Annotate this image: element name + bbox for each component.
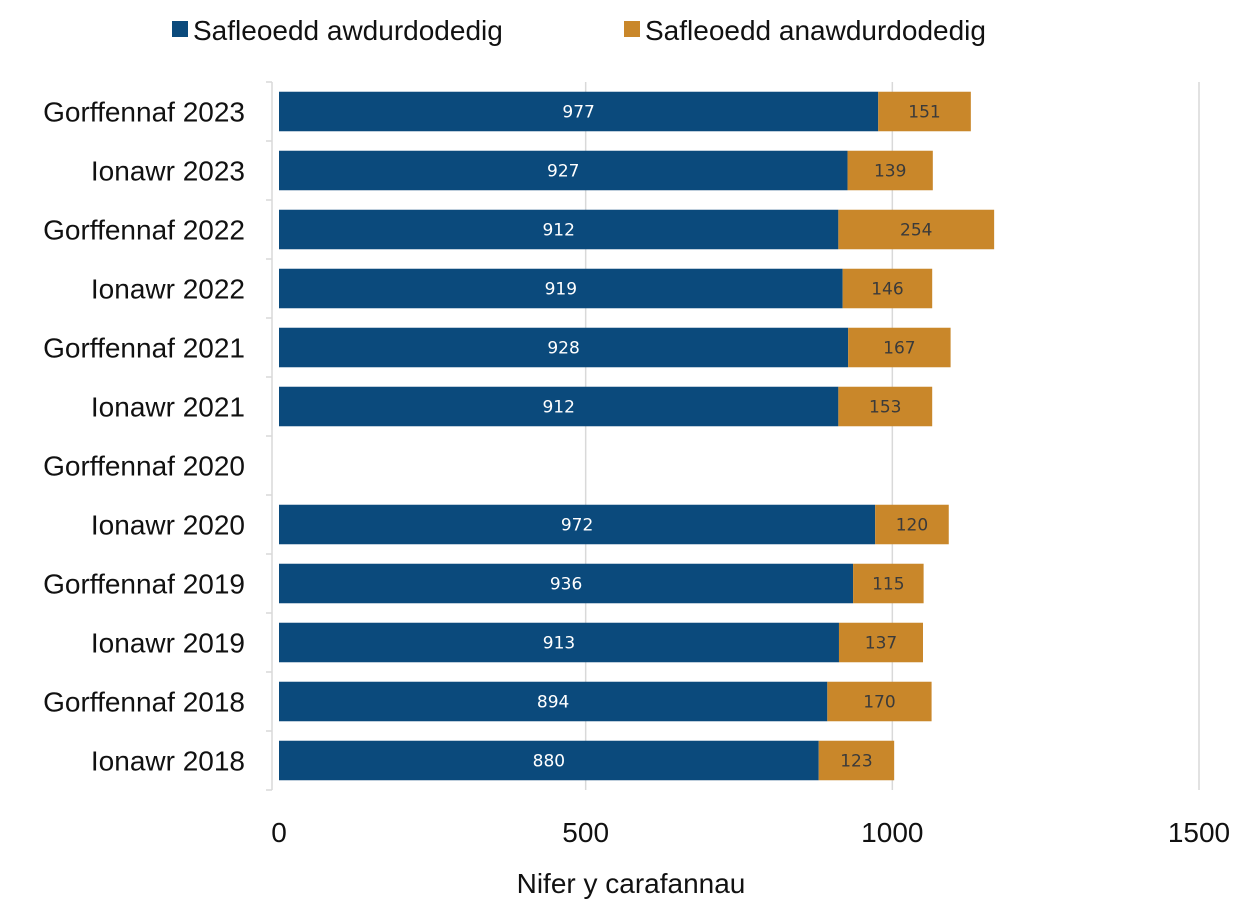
- data-label: 912: [542, 398, 574, 418]
- category-label: Ionawr 2019: [91, 628, 245, 659]
- data-label: 913: [543, 634, 575, 654]
- data-label: 170: [863, 693, 895, 713]
- bars: [279, 91, 995, 781]
- legend-swatch: [624, 21, 640, 37]
- gridlines: [266, 81, 1200, 791]
- category-axis-labels: Gorffennaf 2023 Ionawr 2023 Gorffennaf 202…: [43, 97, 245, 777]
- bar-segment: [279, 740, 819, 781]
- category-label: Gorffennaf 2019: [43, 569, 245, 600]
- data-label: 894: [537, 693, 569, 713]
- bar-segment: [279, 386, 839, 427]
- data-label: 972: [561, 516, 593, 536]
- value-axis-ticks: 0 500 1000 1500: [271, 817, 1230, 848]
- bar-segment: [853, 563, 924, 604]
- data-label: 977: [562, 103, 594, 123]
- bar-segment: [279, 91, 879, 132]
- category-label: Gorffennaf 2020: [43, 451, 245, 482]
- bar-segment: [279, 622, 839, 663]
- bar-segment: [279, 681, 828, 722]
- data-label: 880: [533, 752, 565, 772]
- x-tick-label: 0: [271, 817, 287, 848]
- data-label: 919: [545, 280, 577, 300]
- data-label: 123: [840, 752, 872, 772]
- bar-segment: [848, 327, 951, 368]
- data-label: 927: [547, 162, 579, 182]
- category-label: Gorffennaf 2023: [43, 97, 245, 128]
- bar-segment: [279, 150, 848, 191]
- category-label: Ionawr 2022: [91, 274, 245, 305]
- bar-segment: [818, 740, 895, 781]
- data-label: 928: [547, 339, 579, 359]
- category-label: Gorffennaf 2022: [43, 215, 245, 246]
- x-tick-label: 1000: [861, 817, 923, 848]
- category-label: Ionawr 2023: [91, 156, 245, 187]
- x-tick-label: 1500: [1168, 817, 1230, 848]
- category-label: Gorffennaf 2018: [43, 687, 245, 718]
- bar-segment: [279, 209, 839, 250]
- data-label: 936: [550, 575, 582, 595]
- bar-segment: [838, 622, 923, 663]
- bar-segment: [279, 327, 849, 368]
- bar-segment: [838, 209, 995, 250]
- data-label: 151: [908, 103, 940, 123]
- data-label: 146: [871, 280, 903, 300]
- bar-segment: [827, 681, 932, 722]
- legend-swatch: [172, 21, 188, 37]
- data-label: 139: [874, 162, 906, 182]
- x-axis-title: Nifer y carafannau: [517, 868, 746, 899]
- value-labels: 977 151 927 139 912 254 919 146 928 167 912 153 972 1…: [533, 103, 941, 772]
- category-label: Ionawr 2021: [91, 392, 245, 423]
- legend: Safleoedd awdurdodedig Safleoedd anawdurd…: [172, 15, 986, 46]
- bar-segment: [279, 504, 876, 545]
- bar-segment: [847, 150, 933, 191]
- bar-segment: [878, 91, 971, 132]
- bar-segment: [279, 563, 854, 604]
- bar-segment: [875, 504, 949, 545]
- data-label: 120: [896, 516, 928, 536]
- legend-label: Safleoedd anawdurdodedig: [645, 15, 986, 46]
- data-label: 115: [872, 575, 904, 595]
- data-label: 137: [865, 634, 897, 654]
- category-label: Gorffennaf 2021: [43, 333, 245, 364]
- bar-segment: [838, 386, 933, 427]
- bar-segment: [279, 268, 843, 309]
- data-label: 912: [542, 221, 574, 241]
- category-label: Ionawr 2020: [91, 510, 245, 541]
- data-label: 167: [883, 339, 915, 359]
- data-label: 254: [900, 221, 932, 241]
- x-tick-label: 500: [562, 817, 609, 848]
- category-label: Ionawr 2018: [91, 746, 245, 777]
- legend-label: Safleoedd awdurdodedig: [193, 15, 503, 46]
- bar-segment: [842, 268, 933, 309]
- data-label: 153: [869, 398, 901, 418]
